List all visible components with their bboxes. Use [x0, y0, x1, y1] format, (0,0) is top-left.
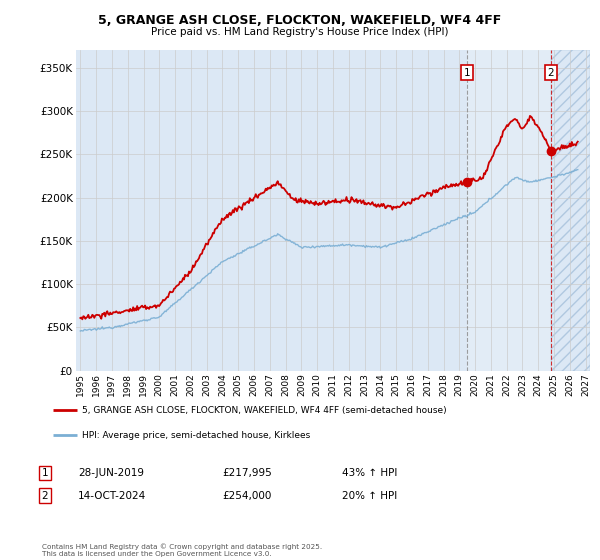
Text: 1: 1: [41, 468, 49, 478]
Text: £254,000: £254,000: [222, 491, 271, 501]
Bar: [551, 50, 590, 371]
Bar: [467, 50, 551, 371]
Bar: [551, 50, 590, 371]
Text: Price paid vs. HM Land Registry's House Price Index (HPI): Price paid vs. HM Land Registry's House …: [151, 27, 449, 37]
Text: 2: 2: [547, 68, 554, 78]
Text: 43% ↑ HPI: 43% ↑ HPI: [342, 468, 397, 478]
Text: 2: 2: [41, 491, 49, 501]
Text: 1: 1: [464, 68, 470, 78]
Text: 20% ↑ HPI: 20% ↑ HPI: [342, 491, 397, 501]
Text: HPI: Average price, semi-detached house, Kirklees: HPI: Average price, semi-detached house,…: [83, 431, 311, 440]
Text: 5, GRANGE ASH CLOSE, FLOCKTON, WAKEFIELD, WF4 4FF: 5, GRANGE ASH CLOSE, FLOCKTON, WAKEFIELD…: [98, 14, 502, 27]
Text: 5, GRANGE ASH CLOSE, FLOCKTON, WAKEFIELD, WF4 4FF (semi-detached house): 5, GRANGE ASH CLOSE, FLOCKTON, WAKEFIELD…: [83, 406, 447, 415]
Text: £217,995: £217,995: [222, 468, 272, 478]
Text: Contains HM Land Registry data © Crown copyright and database right 2025.
This d: Contains HM Land Registry data © Crown c…: [42, 544, 322, 557]
Text: 14-OCT-2024: 14-OCT-2024: [78, 491, 146, 501]
Text: 28-JUN-2019: 28-JUN-2019: [78, 468, 144, 478]
